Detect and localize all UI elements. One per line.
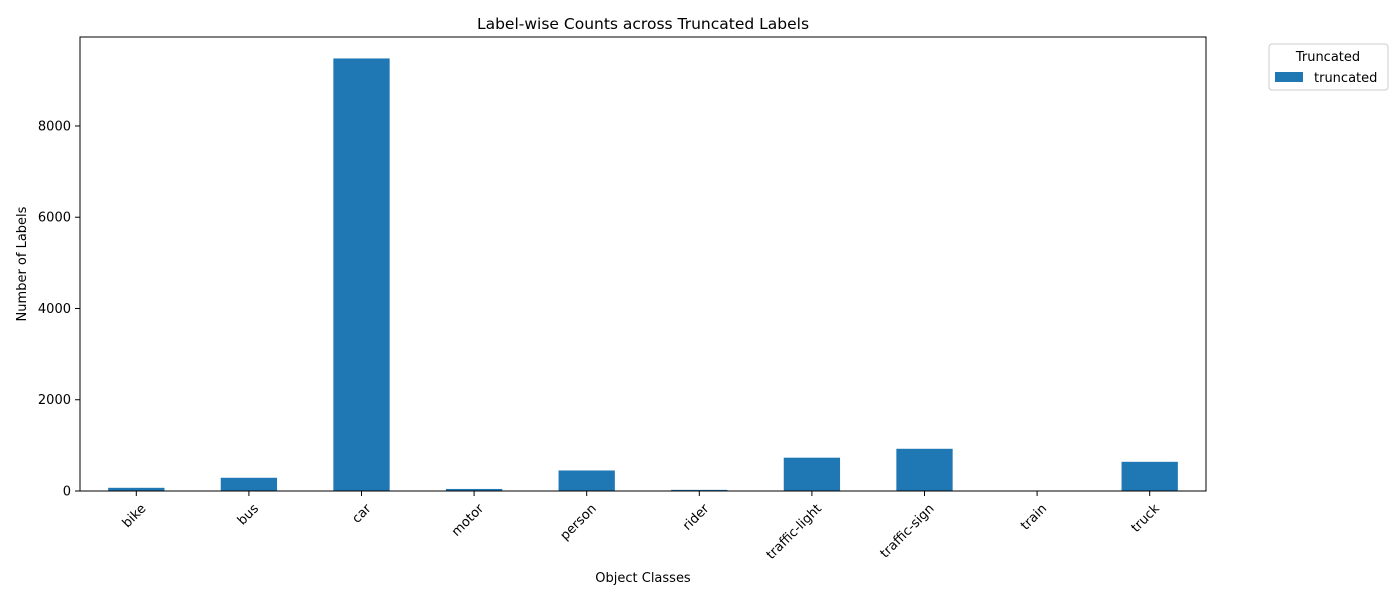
y-tick-label: 8000 bbox=[38, 119, 71, 134]
legend-label: truncated bbox=[1314, 71, 1377, 86]
y-tick-label: 6000 bbox=[38, 211, 71, 226]
bar-car bbox=[333, 58, 389, 491]
x-tick-label-motor: motor bbox=[449, 501, 488, 540]
x-axis-ticks: bike bus car motor person rider traffic-light t… bbox=[120, 491, 1163, 563]
y-tick-label: 4000 bbox=[38, 302, 71, 317]
x-tick-label-truck: truck bbox=[1129, 501, 1164, 536]
bar-bus bbox=[221, 478, 277, 491]
y-tick-label: 2000 bbox=[38, 393, 71, 408]
x-tick-label-rider: rider bbox=[680, 501, 713, 534]
legend: Truncated truncated bbox=[1269, 44, 1388, 90]
y-axis-label: Number of Labels bbox=[15, 206, 30, 321]
x-tick-label-car: car bbox=[349, 501, 375, 527]
bars-layer bbox=[108, 58, 1178, 491]
x-tick-label-train: train bbox=[1018, 501, 1050, 533]
y-tick-label: 0 bbox=[63, 485, 71, 500]
chart-title: Label-wise Counts across Truncated Label… bbox=[477, 15, 809, 33]
x-tick-label-bus: bus bbox=[235, 501, 262, 528]
x-axis-label: Object Classes bbox=[595, 571, 691, 586]
plot-frame bbox=[80, 37, 1206, 491]
legend-swatch bbox=[1275, 72, 1303, 82]
x-tick-label-traffic-sign: traffic-sign bbox=[878, 501, 938, 561]
y-axis-ticks: 0 2000 4000 6000 8000 bbox=[38, 119, 80, 499]
bar-person bbox=[559, 470, 615, 491]
legend-title: Truncated bbox=[1295, 50, 1360, 65]
bar-truck bbox=[1122, 462, 1178, 491]
x-tick-label-traffic-light: traffic-light bbox=[764, 501, 825, 562]
bar-traffic-light bbox=[784, 458, 840, 491]
x-tick-label-bike: bike bbox=[120, 501, 150, 531]
bar-traffic-sign bbox=[896, 449, 952, 491]
x-tick-label-person: person bbox=[558, 501, 600, 543]
